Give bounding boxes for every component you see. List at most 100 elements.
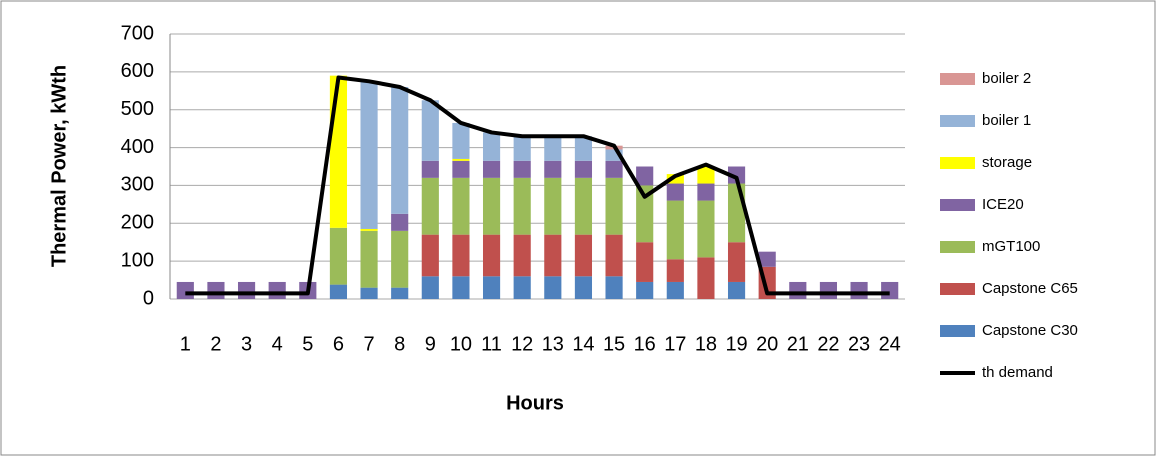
bar-segment: [360, 228, 378, 231]
x-tick-label: 16: [634, 333, 656, 355]
bar-segment: [727, 166, 746, 184]
bar-segment: [391, 213, 409, 231]
bar-segment: [605, 276, 623, 299]
bar-segment: [513, 136, 531, 161]
x-tick-label: 5: [302, 333, 313, 355]
bar-segment: [360, 81, 378, 229]
bar-segment: [482, 160, 501, 178]
bar-segment: [421, 276, 439, 299]
x-tick-label: 1: [180, 333, 191, 355]
bar-segment: [360, 230, 378, 288]
x-tick-label: 13: [542, 333, 564, 355]
bar-segment: [636, 166, 654, 186]
legend-label: Capstone C65: [982, 280, 1078, 297]
y-axis-title: Thermal Power, kWth: [48, 65, 70, 267]
y-tick-label: 0: [143, 287, 154, 309]
bar-segment: [207, 281, 225, 299]
bar-segment: [727, 281, 746, 299]
bar-segment: [666, 174, 684, 184]
x-tick-label: 9: [425, 333, 436, 355]
bar-segment: [176, 281, 194, 299]
x-tick-label: 7: [364, 333, 375, 355]
bar-segment: [727, 242, 746, 282]
x-tick-label: 8: [394, 333, 405, 355]
bar-segment: [237, 281, 256, 299]
legend-label: Capstone C30: [982, 322, 1078, 339]
bar-segment: [329, 227, 348, 285]
y-tick-label: 200: [121, 212, 154, 234]
bar-segment: [421, 177, 439, 235]
bar-segment: [605, 149, 623, 161]
bar-segment: [268, 281, 286, 299]
bar-segment: [727, 183, 746, 243]
bar-segment: [391, 230, 409, 288]
x-tick-label: 21: [787, 333, 809, 355]
bar-segment: [544, 276, 562, 299]
legend-label: boiler 1: [982, 112, 1031, 129]
bar-segment: [513, 234, 531, 277]
bar-segment: [819, 281, 838, 299]
x-tick-label: 12: [511, 333, 533, 355]
y-tick-label: 600: [121, 60, 154, 82]
bar-segment: [758, 251, 776, 267]
bar-segment: [574, 276, 593, 299]
legend-label: ICE20: [982, 196, 1024, 213]
x-tick-label: 2: [210, 333, 221, 355]
bar-segment: [605, 234, 623, 277]
bar-segment: [360, 287, 378, 299]
x-tick-label: 3: [241, 333, 252, 355]
bar-segment: [666, 200, 684, 260]
legend-swatch: [940, 283, 975, 295]
bar-segment: [421, 100, 439, 161]
bar-segment: [452, 122, 470, 159]
bar-segment: [636, 281, 654, 299]
bar-segment: [881, 281, 899, 299]
legend-label: th demand: [982, 364, 1053, 381]
legend-swatch: [940, 199, 975, 211]
bar-segment: [789, 281, 807, 299]
bar-segment: [850, 281, 868, 299]
x-tick-label: 6: [333, 333, 344, 355]
x-tick-label: 15: [603, 333, 625, 355]
x-tick-label: 22: [817, 333, 839, 355]
bar-segment: [329, 75, 348, 228]
x-tick-label: 19: [725, 333, 747, 355]
y-tick-label: 400: [121, 136, 154, 158]
bar-segment: [421, 234, 439, 277]
bar-segment: [605, 160, 623, 178]
bar-segment: [452, 234, 470, 277]
bar-segment: [544, 177, 562, 235]
y-tick-label: 500: [121, 98, 154, 120]
y-tick-label: 300: [121, 174, 154, 196]
bar-segment: [391, 287, 409, 299]
legend-swatch: [940, 157, 975, 169]
bar-segment: [452, 160, 470, 178]
bar-segment: [513, 177, 531, 235]
x-axis-title: Hours: [506, 392, 564, 414]
legend-label: boiler 2: [982, 70, 1031, 87]
bar-segment: [666, 183, 684, 201]
x-tick-label: 4: [272, 333, 283, 355]
legend-label: storage: [982, 154, 1032, 171]
bar-segment: [666, 259, 684, 282]
line: [185, 75, 890, 296]
legend-swatch: [940, 241, 975, 253]
bar-segment: [482, 132, 501, 161]
legend-swatch: [940, 73, 975, 85]
bar-segment: [574, 136, 593, 161]
bar-segment: [452, 158, 470, 161]
x-tick-label: 11: [481, 333, 502, 355]
bar-segment: [605, 177, 623, 235]
bar-segment: [666, 281, 684, 299]
bar-segment: [697, 183, 715, 201]
bar-segment: [574, 177, 593, 235]
legend-label: mGT100: [982, 238, 1040, 255]
bar-segment: [482, 177, 501, 235]
x-tick-label: 23: [848, 333, 870, 355]
bar-segment: [544, 160, 562, 178]
x-tick-label: 18: [695, 333, 717, 355]
legend-swatch: [940, 325, 975, 337]
bar-segment: [697, 166, 715, 184]
bar-segment: [513, 160, 531, 178]
bar-segment: [544, 136, 562, 161]
